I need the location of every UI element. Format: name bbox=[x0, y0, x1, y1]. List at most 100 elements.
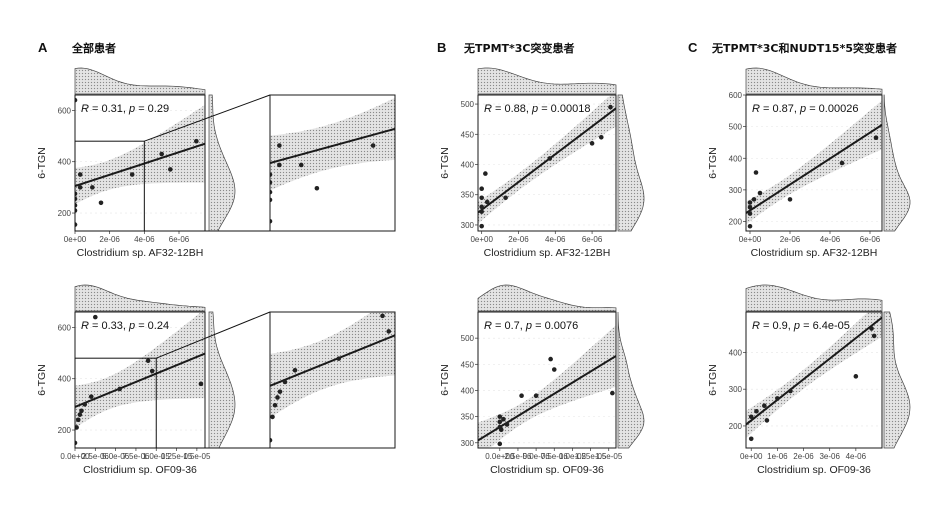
x-tick-label: 2e-06 bbox=[780, 235, 801, 244]
data-point bbox=[145, 358, 151, 364]
y-tick-label: 200 bbox=[729, 422, 743, 431]
data-point bbox=[503, 195, 508, 201]
regression-line bbox=[270, 334, 395, 387]
plot-area bbox=[746, 95, 882, 229]
plot-frame bbox=[477, 311, 617, 449]
data-point bbox=[497, 441, 503, 447]
x-tick-label: 1.5e-05 bbox=[595, 452, 623, 461]
data-point bbox=[270, 197, 273, 203]
stat-part-2: p bbox=[525, 320, 532, 332]
data-point bbox=[479, 209, 484, 214]
x-tick-label: 3e-06 bbox=[819, 452, 840, 461]
data-point bbox=[370, 143, 376, 148]
data-point bbox=[479, 223, 484, 229]
y-tick-label: 500 bbox=[729, 123, 743, 132]
data-point bbox=[479, 195, 484, 201]
x-tick-label: 2.5e-06 bbox=[504, 452, 532, 461]
x-tick-label: 7.5e-06 bbox=[122, 452, 150, 461]
data-point bbox=[90, 185, 95, 190]
x-axis-label: Clostridium sp. AF32-12BH bbox=[484, 247, 611, 259]
x-tick-label: 4e-06 bbox=[820, 235, 841, 244]
data-point bbox=[839, 160, 845, 166]
plot-area bbox=[75, 312, 205, 446]
x-tick-label: 1.0e-05 bbox=[143, 452, 171, 461]
data-point bbox=[598, 135, 604, 140]
x-tick-label: 1.25e-05 bbox=[575, 452, 607, 461]
y-axis-label: 6-TGN bbox=[439, 364, 451, 396]
stat-part-3: = 0.24 bbox=[135, 320, 169, 332]
x-tick-label: 1.0e-05 bbox=[559, 452, 587, 461]
regression-line bbox=[746, 124, 882, 214]
data-point bbox=[753, 170, 759, 175]
regression-line bbox=[75, 142, 205, 188]
scatter-plot-B1: R = 0.88, p = 0.00018 300 350 400 450 500 0e+0… bbox=[439, 67, 645, 259]
y-tick-label: 450 bbox=[461, 360, 475, 369]
stat-part-2: p bbox=[531, 103, 538, 115]
stat-annotation: R = 0.31, p = 0.29 bbox=[81, 103, 169, 115]
data-point bbox=[117, 386, 122, 392]
y-tick-label: 400 bbox=[58, 375, 72, 384]
y-tick-label: 500 bbox=[461, 100, 475, 109]
y-tick-label: 500 bbox=[461, 334, 475, 343]
y-tick-label: 300 bbox=[729, 186, 743, 195]
x-tick-label: 4e-06 bbox=[545, 235, 566, 244]
data-point bbox=[764, 418, 770, 423]
y-tick-label: 400 bbox=[461, 386, 475, 395]
data-point bbox=[194, 138, 199, 144]
data-point bbox=[751, 197, 757, 202]
data-point bbox=[79, 408, 84, 414]
x-tick-label: 0.0e+00 bbox=[485, 452, 515, 461]
data-point bbox=[270, 172, 273, 177]
y-tick-label: 600 bbox=[729, 91, 743, 100]
data-point bbox=[282, 379, 288, 385]
confidence-band bbox=[270, 312, 395, 418]
data-point bbox=[548, 356, 553, 362]
data-point bbox=[298, 162, 304, 168]
y-tick-label: 600 bbox=[58, 323, 72, 332]
data-point bbox=[519, 393, 524, 398]
x-tick-label: 2.5e-06 bbox=[82, 452, 110, 461]
confidence-band bbox=[478, 325, 616, 448]
y-tick-label: 450 bbox=[461, 130, 475, 139]
confidence-band bbox=[270, 97, 395, 191]
data-point bbox=[270, 189, 273, 195]
data-point bbox=[497, 414, 503, 419]
data-point bbox=[75, 97, 78, 103]
x-tick-label: 1e-06 bbox=[767, 452, 788, 461]
stat-part-3: = 0.29 bbox=[135, 103, 169, 115]
stat-part-0: R bbox=[484, 320, 492, 332]
data-point bbox=[93, 314, 98, 320]
data-point bbox=[159, 151, 164, 157]
x-tick-label: 1.5e-05 bbox=[183, 452, 211, 461]
scatter-plot-C2: R = 0.9, p = 6.4e-05 200 300 400 0e+00 1e-06 2… bbox=[707, 284, 911, 476]
data-point bbox=[75, 440, 78, 446]
x-tick-label: 0e+00 bbox=[739, 235, 762, 244]
data-point bbox=[75, 191, 78, 197]
x-tick-label: 1.25e-05 bbox=[161, 452, 193, 461]
data-point bbox=[498, 427, 504, 432]
zoom-region-box bbox=[74, 357, 157, 449]
data-point bbox=[479, 204, 484, 210]
x-tick-label: 0e+00 bbox=[64, 235, 87, 244]
data-point bbox=[380, 313, 385, 319]
y-tick-label: 350 bbox=[461, 191, 475, 200]
y-tick-label: 300 bbox=[729, 385, 743, 394]
marginal-density-x bbox=[74, 67, 206, 95]
x-tick-label: 6e-06 bbox=[169, 235, 190, 244]
stat-part-2: p bbox=[128, 103, 135, 115]
data-point bbox=[270, 437, 273, 443]
y-tick-label: 200 bbox=[58, 426, 72, 435]
data-point bbox=[747, 223, 753, 229]
marginal-density-y bbox=[617, 311, 645, 449]
panel-a-title: 全部患者 bbox=[71, 41, 116, 55]
stat-part-0: R bbox=[484, 103, 492, 115]
data-point bbox=[75, 222, 78, 227]
stat-part-2: p bbox=[128, 320, 135, 332]
data-point bbox=[129, 172, 135, 177]
y-tick-label: 200 bbox=[58, 209, 72, 218]
x-tick-label: 4e-06 bbox=[846, 452, 867, 461]
marginal-density-x bbox=[74, 284, 206, 312]
regression-line bbox=[75, 352, 205, 408]
data-point bbox=[869, 326, 874, 331]
stat-part-0: R bbox=[81, 103, 89, 115]
